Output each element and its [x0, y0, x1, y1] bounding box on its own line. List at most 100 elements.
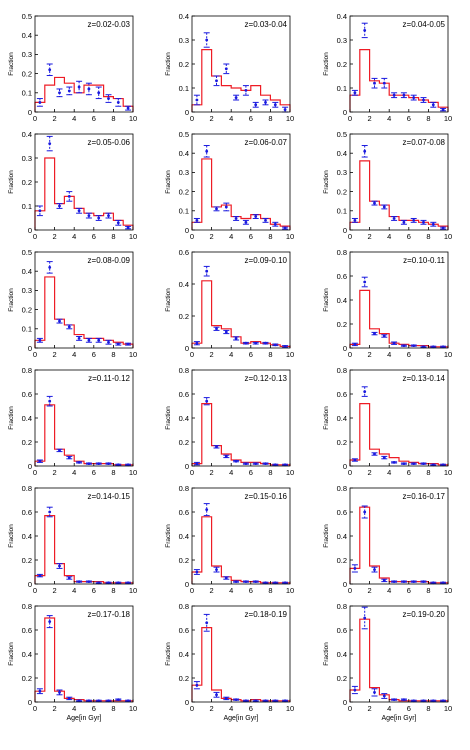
- y-tick-label: 0.8: [179, 484, 189, 493]
- observed-point: [252, 462, 259, 465]
- data-point: [412, 96, 416, 99]
- observed-point: [262, 699, 269, 703]
- observed-point: [371, 331, 378, 336]
- observed-point: [85, 580, 92, 583]
- panel-2: 0 0.1 0.2 0.3 0.4 0 2 4 6 8 10 z=0.03-0.04 Fraction: [165, 12, 294, 123]
- data-point: [392, 217, 396, 220]
- y-tick-label: 0.2: [179, 60, 189, 69]
- axes-frame: [34, 15, 134, 113]
- data-point: [205, 508, 209, 511]
- x-tick-label: 4: [229, 350, 233, 359]
- data-point: [58, 449, 61, 452]
- data-point: [48, 265, 52, 269]
- observed-point: [223, 202, 230, 212]
- observed-point: [430, 699, 437, 703]
- observed-point: [95, 462, 102, 465]
- model-histogram: [349, 160, 449, 230]
- data-point: [382, 694, 386, 698]
- y-axis-label: Fraction: [165, 170, 172, 194]
- y-tick-label: 0.4: [22, 532, 32, 541]
- x-tick-label: 4: [387, 468, 391, 477]
- data-point: [107, 699, 110, 703]
- observed-point: [213, 75, 220, 87]
- data-point: [273, 699, 277, 703]
- observed-point: [391, 461, 398, 464]
- x-tick-label: 2: [53, 350, 57, 359]
- x-tick-label: 10: [129, 704, 137, 713]
- observed-point: [262, 217, 269, 223]
- observed-point: [76, 699, 83, 703]
- x-tick-label: 0: [348, 114, 352, 123]
- x-tick-label: 10: [129, 350, 137, 359]
- x-tick-label: 2: [210, 232, 214, 241]
- data-point: [441, 581, 445, 585]
- observed-point: [193, 569, 200, 575]
- axes-frame: [349, 605, 449, 703]
- data-point: [116, 581, 120, 585]
- data-point: [273, 581, 277, 585]
- observed-point: [105, 462, 112, 465]
- data-point: [215, 568, 218, 571]
- x-tick-label: 6: [249, 586, 253, 595]
- observed-point: [36, 688, 43, 695]
- observed-point: [272, 699, 279, 703]
- observed-point: [46, 615, 53, 629]
- y-tick-label: 0: [343, 580, 347, 589]
- observed-point: [76, 335, 83, 341]
- data-point: [244, 580, 248, 583]
- x-tick-label: 4: [229, 704, 233, 713]
- panel-title: z=0.16-0.17: [403, 492, 446, 501]
- observed-point: [46, 506, 53, 518]
- observed-point: [46, 135, 53, 152]
- x-tick-label: 8: [268, 114, 272, 123]
- observed-point: [95, 215, 102, 221]
- data-point: [77, 85, 81, 89]
- data-point: [353, 91, 357, 95]
- y-tick-label: 0.3: [337, 168, 347, 177]
- data-point: [264, 581, 267, 585]
- data-point: [264, 341, 267, 345]
- observed-point: [381, 693, 388, 699]
- y-tick-label: 0: [185, 580, 189, 589]
- y-tick-label: 0.2: [22, 178, 32, 187]
- data-point: [264, 699, 267, 703]
- observed-point: [105, 699, 112, 703]
- panel-10: 0 0.2 0.4 0.6 0.8 0 2 4 6 8 10 z=0.11-0.12 Fraction: [8, 366, 137, 477]
- axes-frame: [34, 487, 134, 585]
- y-tick-label: 0.3: [179, 168, 189, 177]
- y-axis-label: Fraction: [323, 642, 330, 666]
- data-point: [224, 205, 228, 209]
- x-tick-label: 4: [229, 114, 233, 123]
- panel-title: z=0.08-0.09: [88, 256, 131, 265]
- y-tick-label: 0.2: [337, 438, 347, 447]
- axes-frame: [349, 133, 449, 231]
- data-point: [87, 699, 91, 703]
- observed-point: [381, 77, 388, 89]
- y-tick-label: 0.6: [337, 508, 347, 517]
- x-tick-label: 2: [210, 114, 214, 123]
- observed-point: [115, 698, 122, 701]
- data-point: [97, 581, 101, 585]
- x-tick-label: 4: [229, 232, 233, 241]
- axes-frame: [349, 251, 449, 349]
- data-point: [48, 620, 52, 623]
- y-tick-label: 0.2: [337, 674, 347, 683]
- y-tick-label: 0.4: [22, 130, 32, 139]
- data-point: [58, 319, 61, 323]
- model-histogram: [34, 157, 134, 230]
- observed-point: [203, 145, 210, 158]
- x-tick-label: 6: [92, 232, 96, 241]
- data-point: [283, 108, 287, 111]
- observed-point: [203, 397, 210, 406]
- observed-point: [115, 219, 122, 226]
- observed-point: [66, 576, 73, 580]
- y-tick-label: 0: [28, 698, 32, 707]
- panel-title: z=0.04-0.05: [403, 20, 446, 29]
- y-tick-label: 0.5: [22, 12, 32, 21]
- observed-point: [272, 463, 279, 467]
- y-axis-label: Fraction: [323, 524, 330, 548]
- data-point: [422, 462, 425, 465]
- data-point: [116, 221, 120, 225]
- observed-point: [381, 334, 388, 338]
- data-point: [58, 91, 61, 95]
